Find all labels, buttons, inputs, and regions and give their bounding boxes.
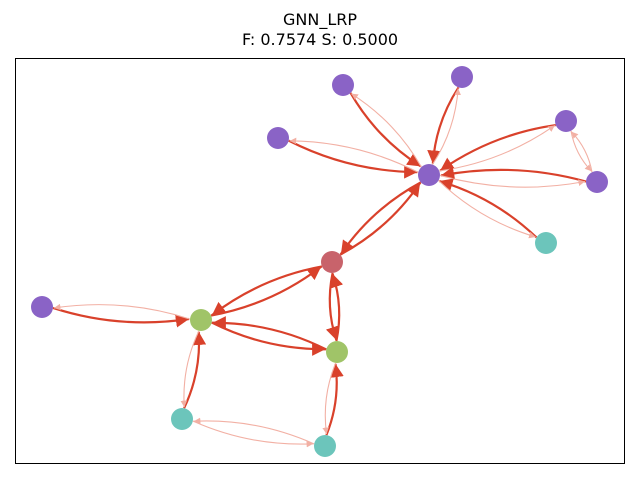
edge-n5-to-n4: [571, 131, 593, 173]
edge-g2-to-g1: [212, 316, 327, 351]
edge-n1-to-hub: [349, 92, 422, 168]
edge-hub-to-n5: [439, 174, 586, 188]
edge-hub-to-n3: [289, 137, 419, 173]
edge-n6-to-hub: [439, 178, 538, 239]
edge-g1-to-t1: [180, 330, 200, 408]
edge-g1-to-g2: [211, 321, 326, 356]
node-t1: [171, 408, 193, 430]
edge-t2-to-t1: [193, 417, 315, 445]
edge-n3-to-hub: [288, 139, 418, 179]
edge-g2-to-mid: [330, 273, 344, 342]
node-left: [31, 296, 53, 318]
node-n4: [555, 110, 577, 132]
node-n6: [535, 232, 557, 254]
edge-hub-to-n2: [432, 88, 461, 165]
edge-hub-to-mid: [340, 181, 422, 255]
node-mid: [321, 251, 343, 273]
edge-g2-to-t2: [322, 362, 337, 435]
edge-mid-to-g1: [211, 265, 323, 317]
plot-frame: [15, 58, 625, 464]
node-t2: [314, 435, 336, 457]
edge-hub-to-n4: [439, 124, 556, 172]
edge-layer: [52, 86, 593, 448]
edge-g1-to-mid: [210, 265, 322, 317]
node-n3: [267, 127, 289, 149]
edge-mid-to-hub: [339, 182, 421, 256]
edge-left-to-g1: [52, 306, 190, 328]
edge-n5-to-hub: [440, 166, 587, 183]
figure-title: GNN_LRP F: 0.7574 S: 0.5000: [0, 10, 640, 50]
figure-title-scores: F: 0.7574 S: 0.5000: [241, 30, 399, 49]
node-n2: [451, 66, 473, 88]
edge-t1-to-t2: [192, 420, 314, 448]
node-g1: [190, 309, 212, 331]
edge-g1-to-left: [53, 303, 191, 320]
node-n1: [332, 74, 354, 96]
edge-n2-to-hub: [427, 86, 460, 164]
edge-n4-to-n5: [570, 130, 592, 172]
edge-n4-to-hub: [439, 123, 556, 172]
edge-hub-to-n6: [438, 180, 536, 239]
node-n5: [586, 171, 608, 193]
node-layer: [31, 66, 608, 457]
figure-title-name: GNN_LRP: [282, 10, 357, 29]
edge-hub-to-n1: [350, 93, 422, 168]
node-g2: [326, 341, 348, 363]
node-hub: [418, 164, 440, 186]
